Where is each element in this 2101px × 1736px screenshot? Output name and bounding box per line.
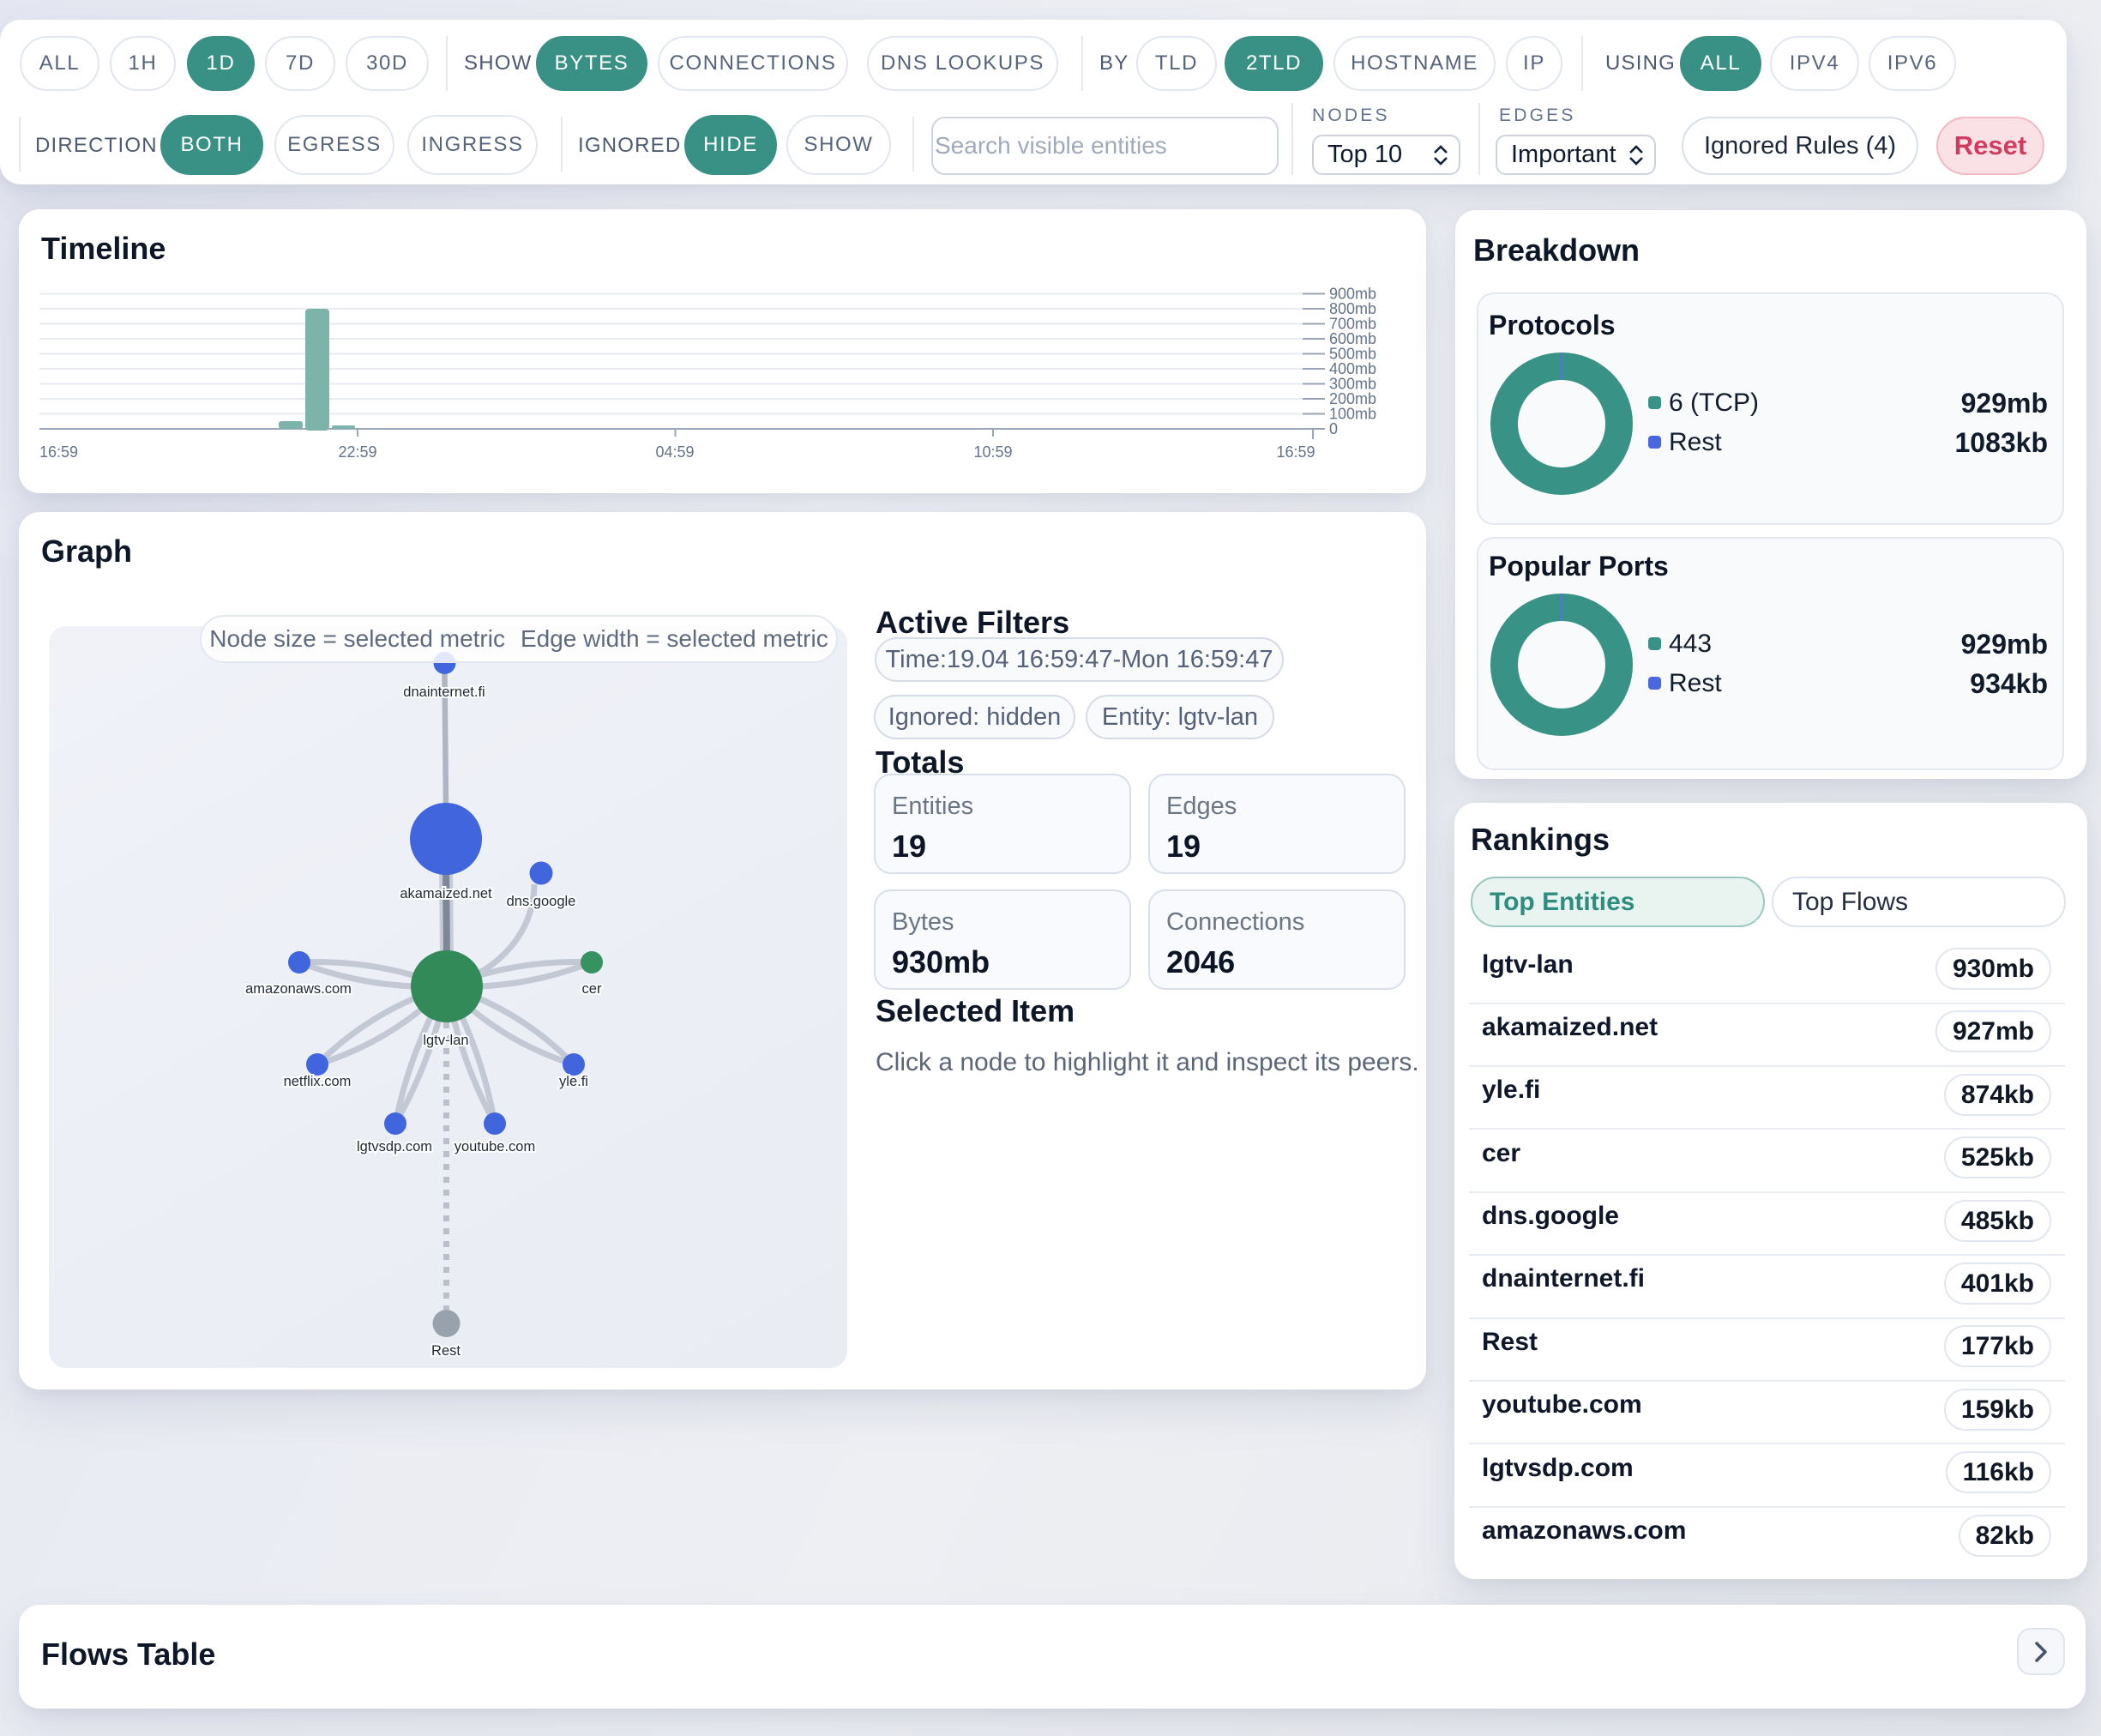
- svg-text:300mb: 300mb: [1329, 376, 1376, 393]
- svg-text:700mb: 700mb: [1329, 316, 1376, 333]
- svg-text:lgtv-lan: lgtv-lan: [423, 1033, 468, 1048]
- svg-text:amazonaws.com: amazonaws.com: [245, 981, 352, 997]
- svg-text:0: 0: [1329, 420, 1338, 437]
- svg-text:500mb: 500mb: [1329, 346, 1376, 363]
- svg-text:lgtvsdp.com: lgtvsdp.com: [357, 1139, 432, 1154]
- svg-text:900mb: 900mb: [1329, 286, 1376, 303]
- svg-text:dns.google: dns.google: [507, 894, 576, 909]
- svg-text:16:59: 16:59: [1276, 443, 1315, 461]
- svg-text:800mb: 800mb: [1329, 300, 1376, 317]
- svg-text:10:59: 10:59: [973, 443, 1012, 461]
- svg-text:cer: cer: [582, 981, 602, 997]
- svg-text:600mb: 600mb: [1329, 330, 1376, 347]
- svg-text:16:59: 16:59: [39, 443, 78, 461]
- svg-text:youtube.com: youtube.com: [455, 1139, 535, 1154]
- svg-text:dnainternet.fi: dnainternet.fi: [403, 684, 485, 700]
- svg-text:400mb: 400mb: [1329, 360, 1376, 377]
- svg-text:Rest: Rest: [431, 1343, 461, 1359]
- svg-text:netflix.com: netflix.com: [284, 1074, 352, 1089]
- svg-text:yle.fi: yle.fi: [559, 1074, 588, 1089]
- svg-text:04:59: 04:59: [655, 443, 694, 461]
- svg-text:22:59: 22:59: [338, 443, 376, 461]
- svg-text:200mb: 200mb: [1329, 390, 1376, 407]
- svg-text:akamaized.net: akamaized.net: [400, 886, 492, 901]
- svg-text:100mb: 100mb: [1329, 406, 1376, 423]
